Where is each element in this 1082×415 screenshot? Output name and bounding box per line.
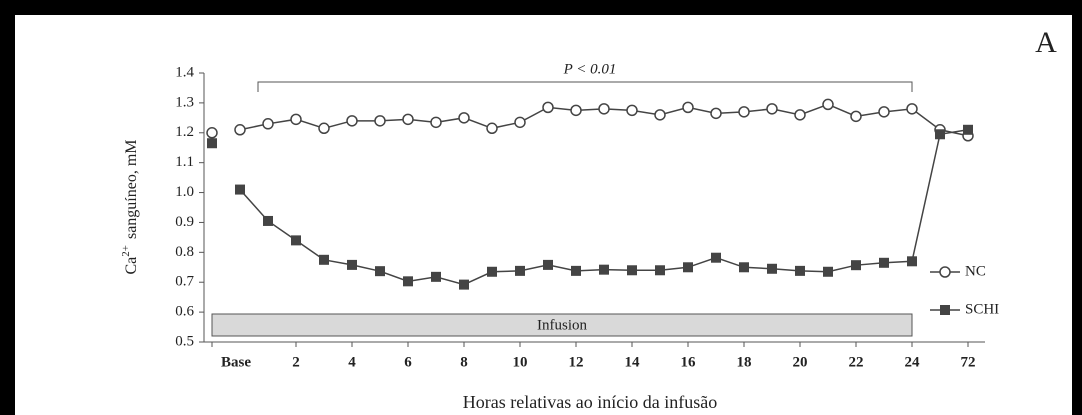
marker [319,254,329,265]
marker [262,118,274,130]
y-tick-label: 0.6 [175,304,194,320]
marker [710,107,722,120]
marker [486,122,498,135]
marker [795,265,805,276]
marker [851,260,861,271]
x-axis-label: Horas relativas ao início da infusão [463,392,717,412]
marker [654,109,666,121]
marker [907,256,917,267]
marker [234,124,246,136]
marker [459,279,469,290]
x-tick-label: 14 [625,354,641,370]
marker [374,115,386,127]
marker [515,265,525,276]
x-tick-label: 18 [737,354,752,370]
marker [682,101,694,114]
marker [403,276,413,287]
x-tick-label: 22 [849,354,864,370]
marker [850,110,862,123]
marker [542,101,554,114]
marker [402,113,414,126]
x-tick-label: 10 [513,354,528,370]
legend-label: SCHI [965,301,999,317]
x-tick-label: 16 [681,354,697,370]
marker [487,266,497,277]
marker [599,264,609,275]
y-tick-label: 1.4 [175,64,194,80]
marker [431,271,441,282]
y-label-sup: 2+ [120,245,132,257]
marker [879,257,889,268]
x-tick-label: 4 [348,354,356,370]
marker [906,103,918,115]
significance-bracket [257,81,913,92]
marker [822,98,834,111]
y-tick-label: 1.1 [175,154,194,170]
marker [683,262,693,273]
y-tick-label: 0.7 [175,274,194,290]
y-axis-label: Ca2+ sanguíneo, mM [120,139,140,274]
x-tick-label: 72 [961,354,976,370]
marker [598,103,610,115]
y-label-base: Ca [123,257,140,275]
x-tick-label: 12 [569,354,584,370]
marker [318,122,330,135]
marker [823,266,833,277]
marker [458,112,470,124]
y-tick-label: 0.8 [175,244,194,260]
marker [627,265,637,276]
y-tick-label: 0.9 [175,214,194,230]
marker [235,184,245,195]
marker [794,109,806,121]
marker [570,104,582,117]
marker [711,252,721,263]
x-tick-label: 6 [404,354,412,370]
marker [290,113,302,126]
marker [626,104,638,117]
marker [878,106,890,118]
marker [207,138,217,149]
marker [206,127,218,139]
y-tick-label: 0.5 [175,333,194,349]
panel-label: A [1035,26,1057,59]
x-tick-label: 2 [292,354,300,370]
marker [738,106,750,118]
x-tick-label: Base [221,354,251,370]
marker [514,116,526,129]
marker [766,103,778,115]
marker [571,265,581,276]
y-tick-label: 1.3 [175,94,194,110]
y-tick-label: 1.0 [175,184,194,200]
marker [263,215,273,226]
legend-marker [939,266,951,278]
marker [655,265,665,276]
marker [346,115,358,127]
marker [291,235,301,246]
x-tick-label: 20 [793,354,808,370]
marker [375,266,385,277]
marker [963,124,973,135]
x-tick-label: 24 [905,354,921,370]
marker [543,259,553,270]
infusion-band [211,313,913,337]
marker [739,262,749,273]
significance-label: P < 0.01 [563,61,617,77]
legend-label: NC [965,263,986,279]
marker [430,116,442,129]
marker [935,129,945,140]
infusion-label: Infusion [537,317,587,333]
legend-marker [940,305,950,315]
y-label-rest: sanguíneo, mM [123,139,140,239]
y-tick-label: 1.2 [175,124,194,140]
marker [347,259,357,270]
marker [767,263,777,274]
x-tick-label: 8 [460,354,468,370]
